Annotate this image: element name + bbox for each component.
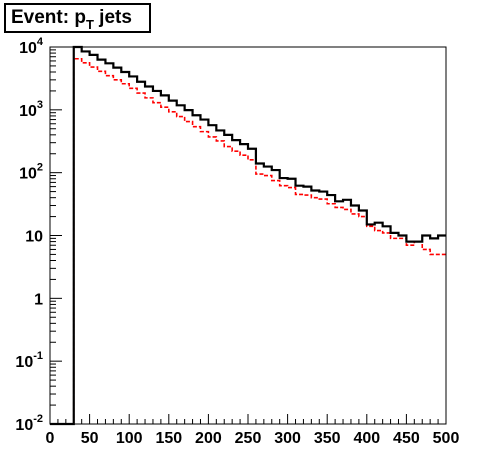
x-tick-label: 100: [116, 430, 143, 447]
x-tick-label: 300: [274, 430, 301, 447]
x-tick-label: 0: [46, 430, 55, 447]
x-tick-label: 150: [155, 430, 182, 447]
x-tick-label: 200: [195, 430, 222, 447]
histogram-series-0: [50, 45, 446, 426]
x-tick-label: 400: [353, 430, 380, 447]
histogram-series-1: [50, 57, 446, 425]
x-tick-label: 350: [314, 430, 341, 447]
x-tick-label: 500: [433, 430, 460, 447]
y-tick-label: 1: [34, 291, 43, 308]
chart-title: Event: pT jets: [4, 3, 151, 33]
x-tick-label: 450: [393, 430, 420, 447]
plot-frame: [49, 46, 447, 425]
title-subscript: T: [85, 17, 94, 32]
plot-border: [49, 46, 447, 425]
y-tick-label: 10-1: [15, 350, 43, 371]
y-tick-label: 103: [19, 99, 43, 120]
x-tick-label: 50: [81, 430, 99, 447]
axes-layer: 0 50 100 150 200 250 300 350 400 450 500 10-2 10-1 1 1…: [15, 36, 459, 447]
y-tick-label: 104: [19, 36, 44, 57]
y-tick-label: 10-2: [15, 413, 43, 434]
y-tick-label: 102: [19, 162, 43, 183]
series-layer: [50, 45, 446, 426]
title-suffix: jets: [93, 7, 132, 28]
title-prefix: Event: p: [11, 7, 86, 28]
y-tick-label: 10: [25, 229, 43, 246]
x-tick-label: 250: [235, 430, 262, 447]
